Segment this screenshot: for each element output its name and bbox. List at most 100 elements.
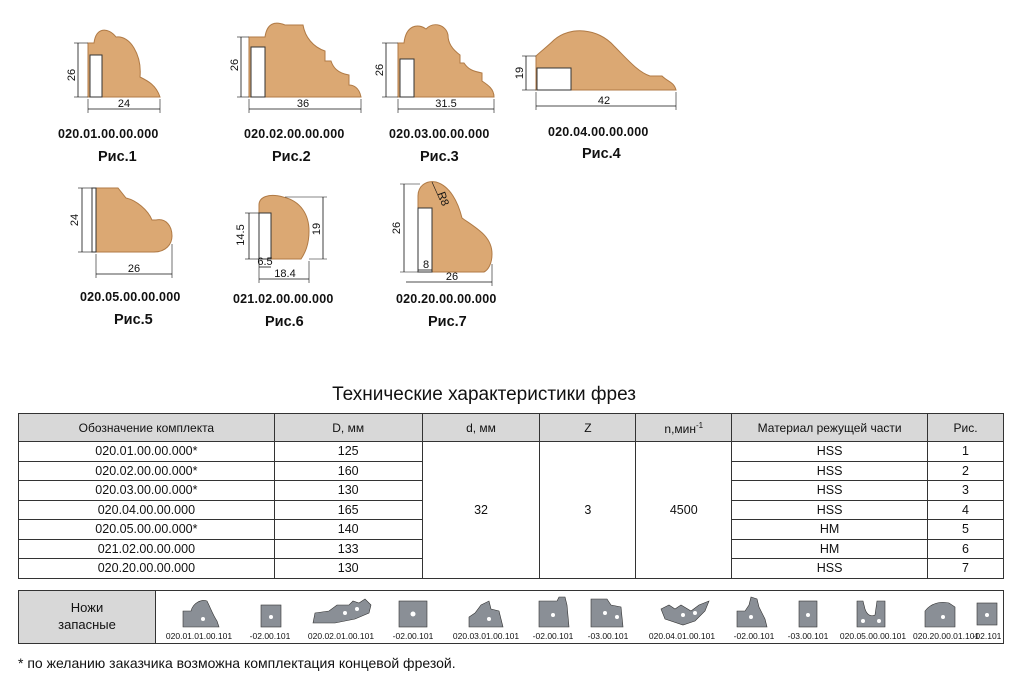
cell-D: 160 xyxy=(273,460,423,481)
profile-drawing-3: 26 31.5 xyxy=(374,24,495,113)
cell-D: 125 xyxy=(273,441,423,462)
profile-drawing-2: 26 36 xyxy=(229,22,362,113)
cell-D: 165 xyxy=(273,499,423,520)
knife-item: 020.01.01.00.101 xyxy=(157,591,241,643)
knife-shape-icon xyxy=(182,600,220,628)
header-set: Обозначение комплекта xyxy=(18,413,275,442)
knife-item: 020.04.01.00.101 xyxy=(639,591,725,643)
cell-set: 020.04.00.00.000 xyxy=(18,499,275,520)
profile-figure-4: 19 42 xyxy=(510,20,690,120)
profile-code-5: 020.05.00.00.000 xyxy=(80,290,181,304)
dim-fig1-w: 24 xyxy=(118,98,130,110)
profile-figure-7: 26 R8 8 26 xyxy=(380,172,510,290)
knife-code: -02.00.101 xyxy=(733,631,775,641)
knife-item: 020.20.00.01.101 xyxy=(913,591,980,643)
header-n: n,мин-1 xyxy=(635,413,733,442)
profile-code-2: 020.02.00.00.000 xyxy=(244,127,345,141)
header-d: d, мм xyxy=(421,413,541,442)
knife-shape-icon xyxy=(736,596,768,628)
cell-fig: 5 xyxy=(927,519,1004,540)
cell-set: 021.02.00.00.000 xyxy=(18,538,275,559)
table-row: 020.20.00.00.000 130 HSS 7 xyxy=(18,558,1004,579)
knife-long-icon xyxy=(312,598,372,624)
profile-label-5: Рис.5 xyxy=(114,312,153,328)
table-row: 021.02.00.00.000 133 HM 6 xyxy=(18,538,1004,559)
dim-fig1-h: 26 xyxy=(66,69,78,81)
dim-fig6-w1: 6.5 xyxy=(257,256,272,268)
knife-code: -03.00.101 xyxy=(587,631,629,641)
cell-D: 133 xyxy=(273,538,423,559)
knife-item: -02.00.101 xyxy=(529,591,577,643)
knife-item: 020.05.00.00.101 xyxy=(833,591,913,643)
cell-set: 020.02.00.00.000* xyxy=(18,460,275,481)
dim-fig2-w: 36 xyxy=(297,98,309,110)
dim-fig4-w: 42 xyxy=(598,95,610,107)
knife-shape-icon xyxy=(538,596,570,628)
dim-fig3-h: 26 xyxy=(374,64,386,76)
knife-item: -02.101 xyxy=(971,591,1003,643)
knife-code: 020.20.00.01.101 xyxy=(913,631,980,641)
knife-square-icon xyxy=(798,600,818,628)
knife-square-icon xyxy=(398,600,428,628)
cell-fig: 3 xyxy=(927,480,1004,501)
table-row: 020.04.00.00.000 165 HSS 4 xyxy=(18,499,1004,520)
dim-fig6-h2: 19 xyxy=(311,223,323,235)
profile-code-7: 020.20.00.00.000 xyxy=(396,292,497,306)
cell-D: 130 xyxy=(273,558,423,579)
profile-label-4: Рис.4 xyxy=(582,146,621,162)
knife-code: -02.00.101 xyxy=(532,631,574,641)
cell-D: 140 xyxy=(273,519,423,540)
cell-material: HSS xyxy=(731,441,929,462)
cell-material: HSS xyxy=(731,480,929,501)
header-n-sup: -1 xyxy=(696,421,704,430)
cell-n-shared: 4500 xyxy=(635,441,733,579)
profile-figure-2: 26 36 xyxy=(225,15,365,125)
knife-item: -02.00.101 xyxy=(383,591,443,643)
profile-figure-3: 26 31.5 xyxy=(370,15,510,125)
knife-code: 020.01.01.00.101 xyxy=(165,631,233,641)
footnote: * по желанию заказчика возможна комплект… xyxy=(18,655,456,671)
profile-drawing-5: 24 26 xyxy=(69,187,173,278)
knife-code: 020.05.00.00.101 xyxy=(839,631,907,641)
knife-code: -03.00.101 xyxy=(787,631,829,641)
dim-fig2-h: 26 xyxy=(229,59,241,71)
profile-figure-6: 14.5 19 6.5 18.4 xyxy=(225,185,345,290)
header-D: D, мм xyxy=(273,413,423,442)
cell-fig: 7 xyxy=(927,558,1004,579)
profile-label-2: Рис.2 xyxy=(272,149,311,165)
dim-fig6-h1: 14.5 xyxy=(235,224,247,245)
knife-square-icon xyxy=(260,604,282,628)
knife-code: 020.04.01.00.101 xyxy=(648,631,716,641)
cell-material: HM xyxy=(731,519,929,540)
table-row: 020.02.00.00.000* 160 HSS 2 xyxy=(18,460,1004,481)
knife-code: -02.00.101 xyxy=(249,631,291,641)
cell-fig: 1 xyxy=(927,441,1004,462)
header-material: Материал режущей части xyxy=(731,413,929,442)
header-n-text: n,мин xyxy=(664,422,696,436)
header-z: Z xyxy=(539,413,637,442)
knife-long-icon xyxy=(660,600,710,626)
knife-item: -02.00.101 xyxy=(725,591,783,643)
profile-code-1: 020.01.00.00.000 xyxy=(58,127,159,141)
knife-shape-icon xyxy=(590,598,624,628)
cell-fig: 2 xyxy=(927,460,1004,481)
cell-set: 020.01.00.00.000* xyxy=(18,441,275,462)
cell-set: 020.05.00.00.000* xyxy=(18,519,275,540)
knife-shape-icon xyxy=(856,600,886,628)
cell-d-shared: 32 xyxy=(421,441,541,579)
knife-code: -02.101 xyxy=(972,631,1002,641)
profile-code-6: 021.02.00.00.000 xyxy=(233,292,334,306)
dim-fig7-w1: 8 xyxy=(423,259,429,271)
table-header-row: Обозначение комплекта D, мм d, мм Z n,ми… xyxy=(18,413,1004,442)
cell-material: HSS xyxy=(731,499,929,520)
knife-item: 020.02.01.00.101 xyxy=(299,591,383,643)
cell-material: HM xyxy=(731,538,929,559)
cell-fig: 4 xyxy=(927,499,1004,520)
profile-figure-1: 26 24 xyxy=(60,15,190,125)
profile-label-7: Рис.7 xyxy=(428,314,467,330)
knife-code: 020.02.01.00.101 xyxy=(307,631,375,641)
spare-knives-label-line2: запасные xyxy=(58,617,116,632)
cell-z-shared: 3 xyxy=(539,441,637,579)
table-row: 020.01.00.00.000* 125 32 3 4500 HSS 1 xyxy=(18,441,1004,579)
knife-code: 020.03.01.00.101 xyxy=(452,631,520,641)
